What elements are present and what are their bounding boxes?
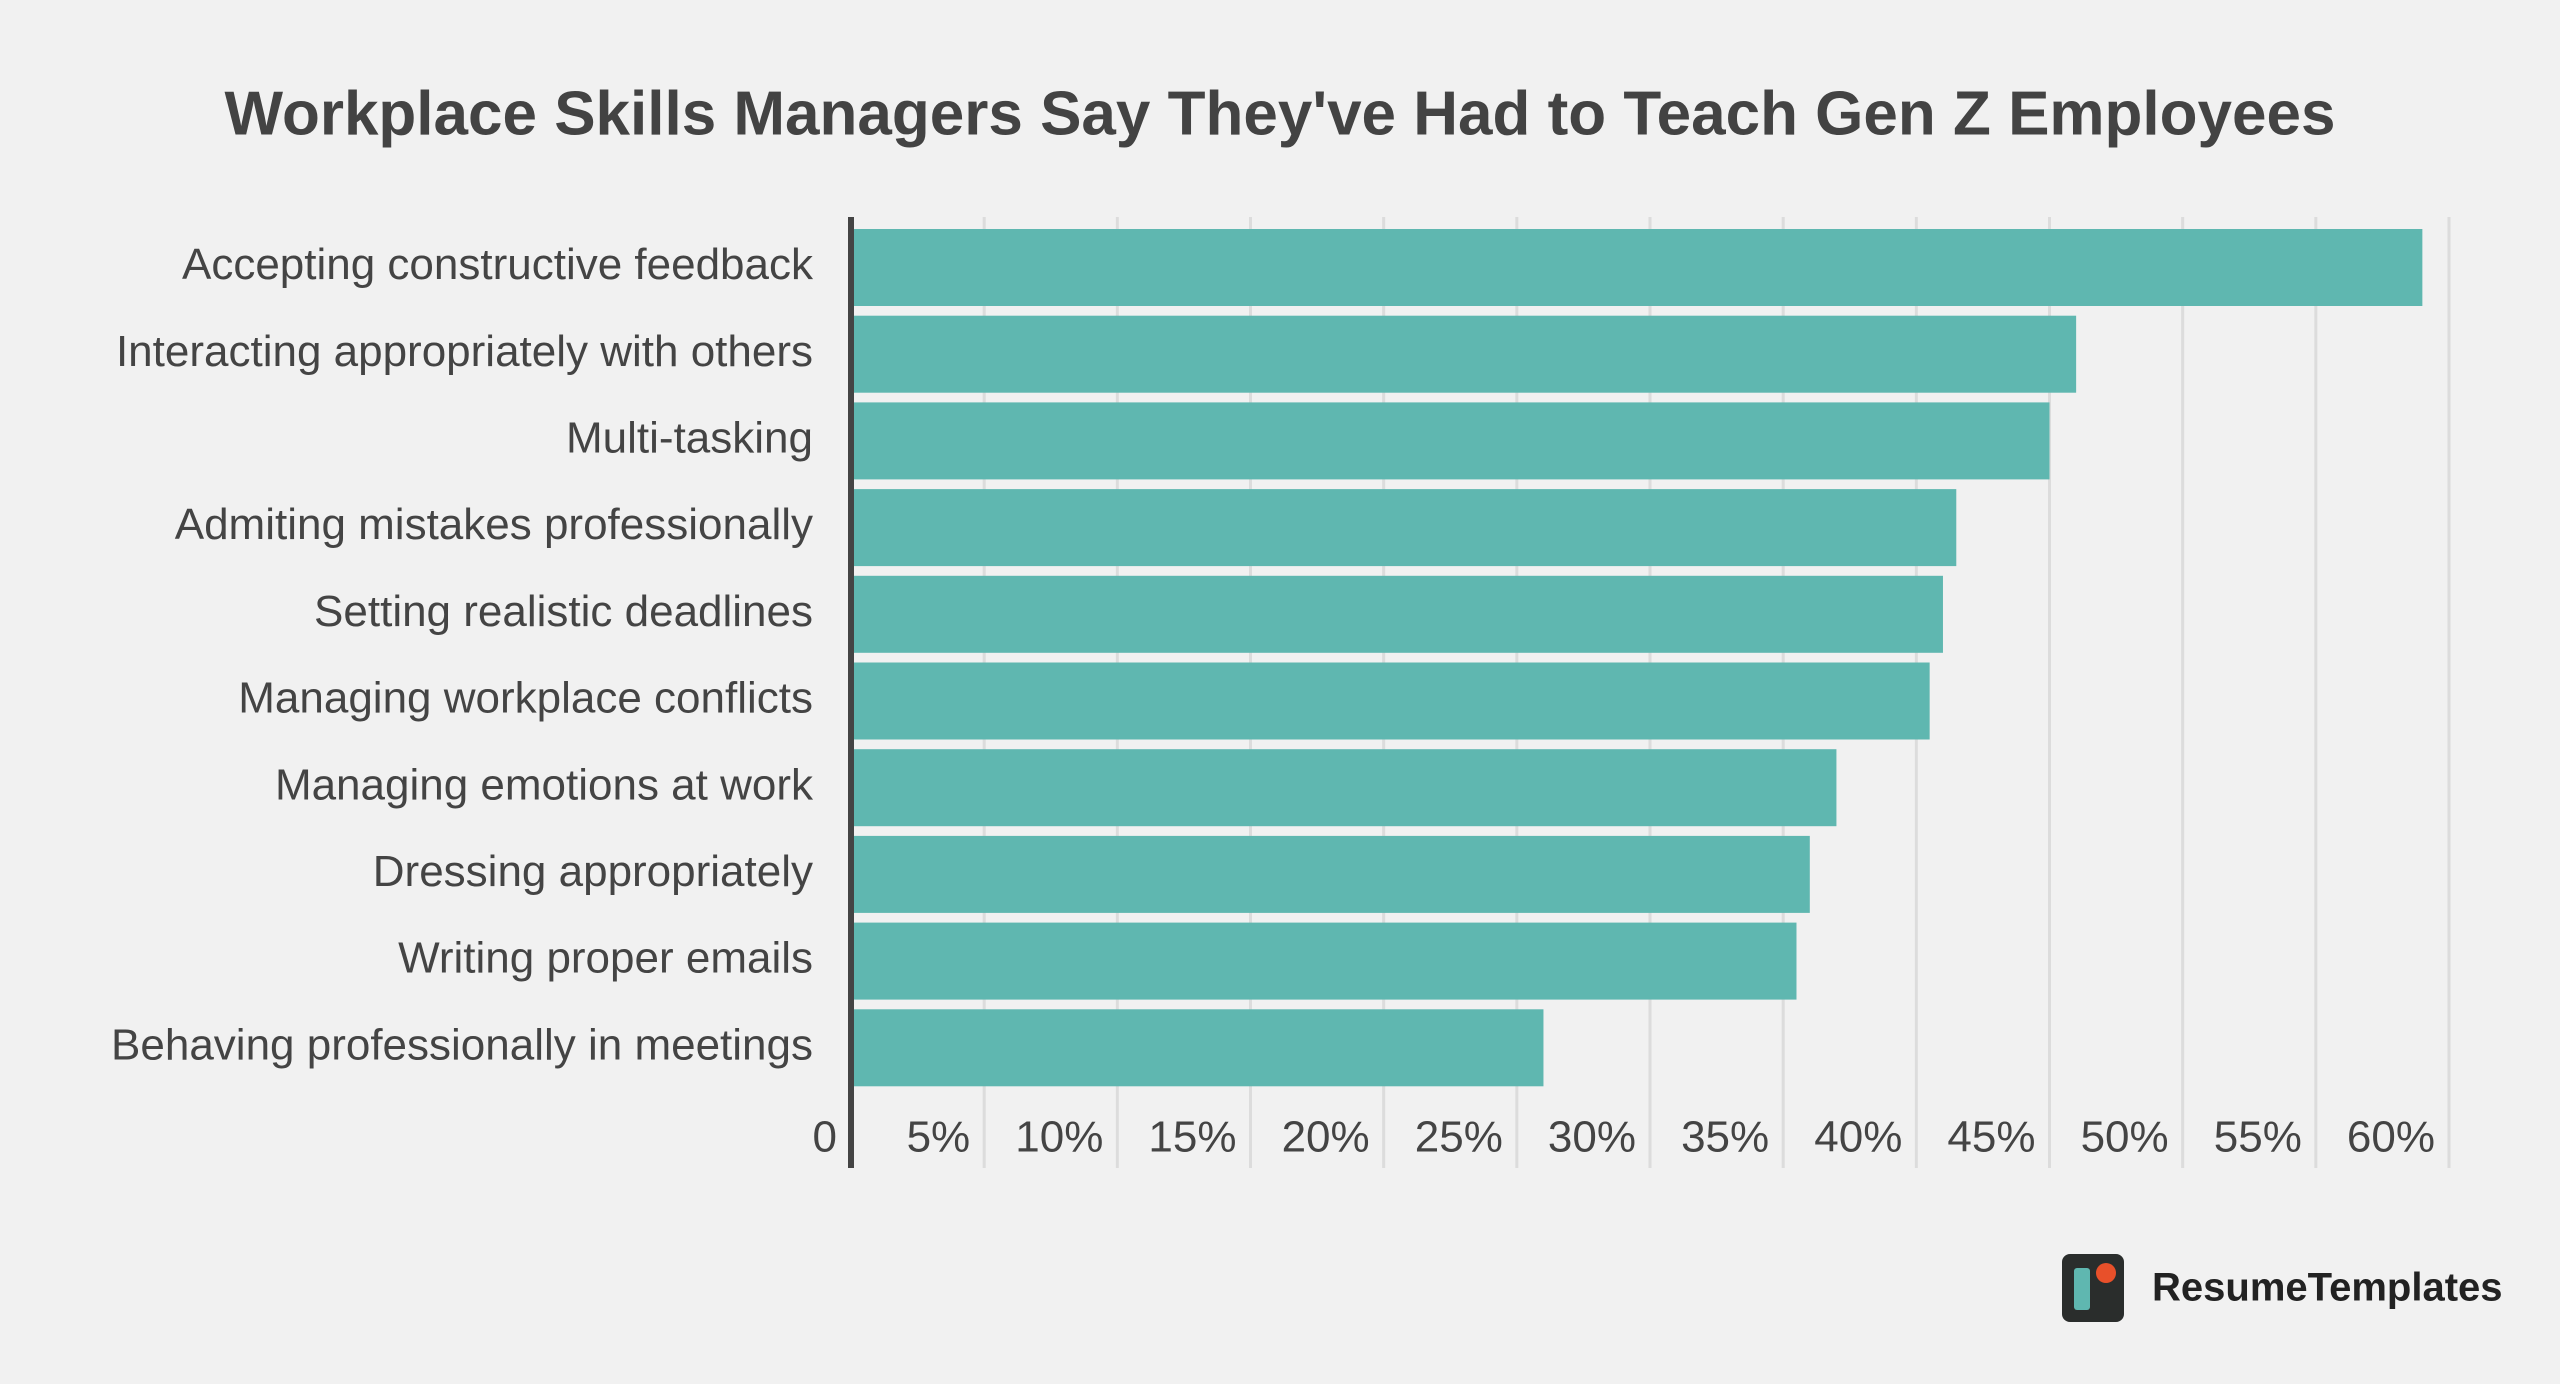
x-tick-label: 25%: [1415, 1113, 1503, 1162]
bar: [851, 229, 2423, 306]
bar: [851, 749, 1837, 827]
y-tick-label: Multi-tasking: [566, 414, 813, 463]
y-tick-label: Setting realistic deadlines: [314, 587, 813, 636]
x-tick-label: 5%: [907, 1113, 971, 1162]
y-tick-label: Writing proper emails: [398, 934, 813, 983]
x-tick-label: 35%: [1681, 1113, 1769, 1162]
y-tick-label: Behaving professionally in meetings: [111, 1020, 813, 1069]
bar: [851, 835, 1810, 913]
x-tick-label: 15%: [1148, 1113, 1236, 1162]
x-tick-label: 45%: [1947, 1113, 2035, 1162]
bar: [851, 315, 2077, 393]
bar: [851, 922, 1797, 1000]
x-tick-label: 60%: [2347, 1113, 2435, 1162]
bar: [851, 1009, 1544, 1087]
y-tick-label: Accepting constructive feedback: [182, 240, 814, 289]
bar: [851, 575, 1943, 653]
logo-dot: [2096, 1263, 2116, 1283]
logo-bar: [2074, 1268, 2090, 1310]
y-tick-label: Managing workplace conflicts: [238, 674, 813, 723]
bar: [851, 489, 1957, 567]
x-tick-label: 20%: [1282, 1113, 1370, 1162]
y-tick-label: Admiting mistakes professionally: [175, 500, 813, 549]
chart-title: Workplace Skills Managers Say They've Ha…: [225, 79, 2336, 148]
x-tick-label: 50%: [2081, 1113, 2169, 1162]
y-tick-label: Interacting appropriately with others: [116, 327, 813, 376]
x-tick-label: 0: [813, 1113, 837, 1162]
bar: [851, 662, 1930, 740]
bar: [851, 402, 2050, 480]
x-tick-label: 40%: [1814, 1113, 1902, 1162]
x-tick-label: 10%: [1015, 1113, 1103, 1162]
brand-logo: [2062, 1254, 2124, 1322]
logo-box: [2062, 1254, 2124, 1322]
brand-name: ResumeTemplates: [2152, 1266, 2503, 1310]
x-tick-label: 30%: [1548, 1113, 1636, 1162]
y-tick-label: Dressing appropriately: [373, 847, 813, 896]
x-tick-label: 55%: [2214, 1113, 2302, 1162]
plot-area: 0 5% 10% 15% 20% 25% 30% 35% 40% 45% 50% 55% 60% Acce…: [111, 217, 2451, 1168]
y-tick-label: Managing emotions at work: [275, 760, 814, 809]
